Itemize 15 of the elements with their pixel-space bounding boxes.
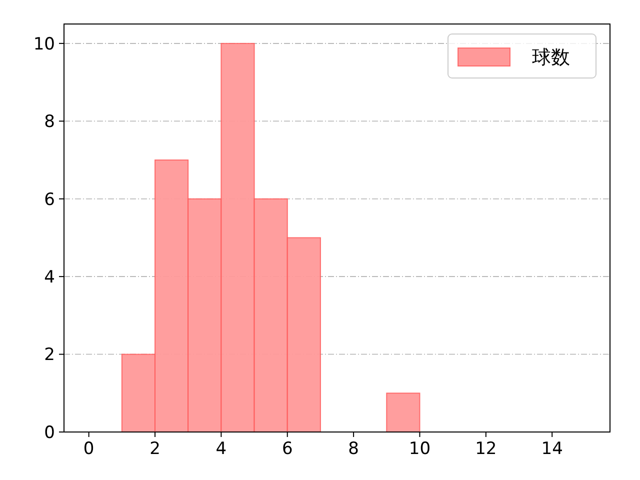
y-tick-label: 2	[44, 345, 55, 366]
x-tick-label: 12	[475, 439, 497, 459]
x-tick-label: 2	[150, 439, 160, 459]
x-tick-label: 6	[282, 439, 293, 459]
y-tick-label: 0	[44, 422, 55, 443]
y-tick-label: 8	[44, 112, 55, 132]
x-tick-label: 14	[541, 439, 563, 459]
x-tick-label: 0	[83, 439, 94, 459]
y-tick-label: 6	[44, 190, 55, 210]
y-tick-label: 4	[44, 268, 55, 288]
x-tick-label: 10	[408, 439, 431, 459]
y-tick-label: 10	[33, 34, 55, 54]
legend-label: 球数	[532, 46, 570, 69]
x-tick-label: 8	[348, 439, 359, 459]
x-tick-label: 4	[216, 439, 227, 459]
